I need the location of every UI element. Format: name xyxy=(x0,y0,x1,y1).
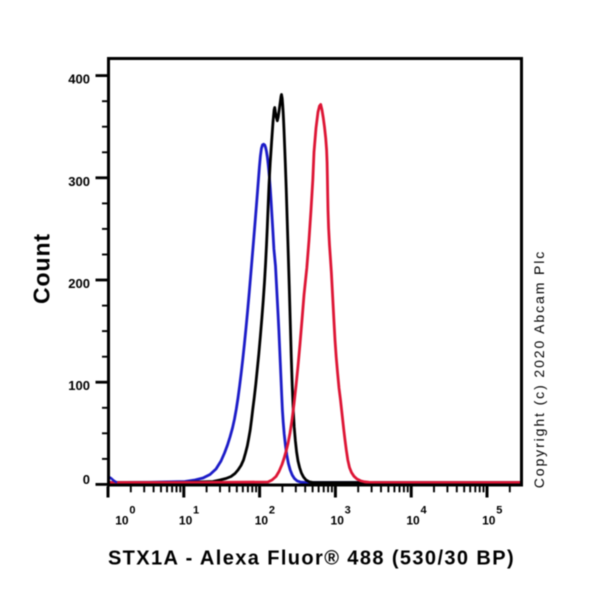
svg-text:400: 400 xyxy=(68,72,90,87)
svg-text:10: 10 xyxy=(406,514,420,528)
svg-text:0: 0 xyxy=(83,472,90,487)
svg-text:5: 5 xyxy=(496,505,502,517)
svg-text:10: 10 xyxy=(255,514,269,528)
svg-text:300: 300 xyxy=(68,174,90,189)
svg-text:3: 3 xyxy=(345,505,351,517)
svg-text:0: 0 xyxy=(129,505,135,517)
svg-text:Copyright (c) 2020 Abcam Plc: Copyright (c) 2020 Abcam Plc xyxy=(531,250,547,488)
svg-text:10: 10 xyxy=(331,514,345,528)
svg-text:1: 1 xyxy=(193,505,199,517)
svg-text:10: 10 xyxy=(482,514,496,528)
svg-text:Count: Count xyxy=(29,233,55,304)
svg-text:2: 2 xyxy=(269,505,275,517)
svg-text:100: 100 xyxy=(68,378,90,393)
svg-text:200: 200 xyxy=(68,276,90,291)
svg-text:10: 10 xyxy=(179,514,193,528)
svg-text:4: 4 xyxy=(420,505,427,517)
svg-text:STX1A - Alexa Fluor® 488 (530/: STX1A - Alexa Fluor® 488 (530/30 BP) xyxy=(108,548,515,570)
svg-text:10: 10 xyxy=(115,514,129,528)
